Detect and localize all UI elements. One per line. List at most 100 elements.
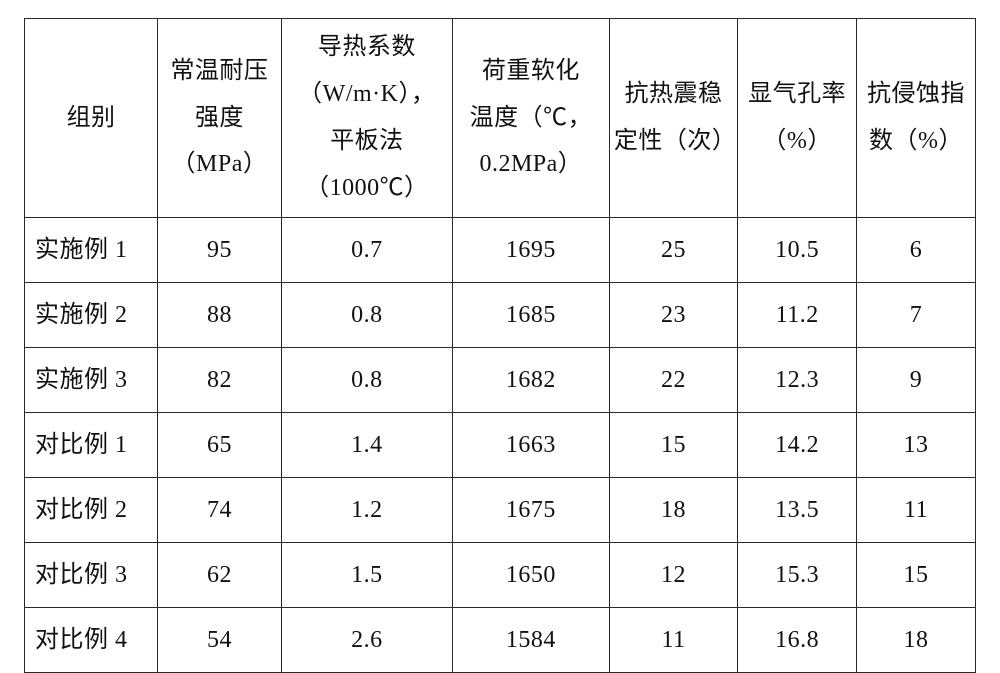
cell-value: 12 <box>661 562 686 588</box>
cell-erosion: 9 <box>857 348 976 413</box>
cell-erosion: 7 <box>857 283 976 348</box>
cell-group: 对比例 2 <box>25 478 158 543</box>
cell-value: 11.2 <box>776 302 819 328</box>
cell-shock: 15 <box>609 413 737 478</box>
cell-group: 实施例 2 <box>25 283 158 348</box>
cell-rul: 1650 <box>452 543 609 608</box>
column-header-ccs: 常温耐压强度（MPa） <box>158 19 282 218</box>
cell-value: 对比例 3 <box>35 562 128 588</box>
cell-porosity: 11.2 <box>738 283 857 348</box>
cell-ccs: 62 <box>158 543 282 608</box>
cell-value: 对比例 1 <box>35 432 128 458</box>
cell-value: 14.2 <box>775 432 819 458</box>
cell-value: 95 <box>207 237 232 263</box>
cell-ccs: 74 <box>158 478 282 543</box>
cell-thermal: 1.2 <box>281 478 452 543</box>
table-body: 组别常温耐压强度（MPa）导热系数（W/m·K），平板法（1000℃）荷重软化温… <box>25 19 976 673</box>
cell-group: 对比例 3 <box>25 543 158 608</box>
cell-value: 1.2 <box>351 497 383 523</box>
cell-porosity: 13.5 <box>738 478 857 543</box>
header-line: 抗侵蚀指 <box>867 81 965 107</box>
cell-value: 1675 <box>506 497 556 523</box>
cell-value: 对比例 2 <box>35 497 128 523</box>
cell-group: 对比例 1 <box>25 413 158 478</box>
header-line: 抗热震稳 <box>625 81 723 107</box>
table-row: 实施例 3 82 0.8 1682 22 12.3 9 <box>25 348 976 413</box>
cell-value: 实施例 3 <box>35 367 128 393</box>
cell-value: 11 <box>904 497 928 523</box>
header-line: （%） <box>762 128 832 154</box>
cell-value: 23 <box>661 302 686 328</box>
cell-ccs: 82 <box>158 348 282 413</box>
cell-group: 对比例 4 <box>25 608 158 673</box>
cell-value: 1663 <box>506 432 556 458</box>
column-header-shock: 抗热震稳定性（次） <box>609 19 737 218</box>
cell-value: 15 <box>661 432 686 458</box>
cell-value: 1650 <box>506 562 556 588</box>
cell-value: 15.3 <box>775 562 819 588</box>
cell-rul: 1675 <box>452 478 609 543</box>
header-line: 平板法 <box>330 128 404 154</box>
cell-group: 实施例 3 <box>25 348 158 413</box>
cell-porosity: 16.8 <box>738 608 857 673</box>
cell-value: 实施例 1 <box>35 237 128 263</box>
table-row: 对比例 4542.615841116.818 <box>25 608 976 673</box>
header-line: 数（%） <box>869 128 963 154</box>
table-row: 对比例 1 65 1.4 1663 15 14.2 13 <box>25 413 976 478</box>
column-header-erosion: 抗侵蚀指数（%） <box>857 19 976 218</box>
cell-shock: 23 <box>609 283 737 348</box>
cell-shock: 25 <box>609 218 737 283</box>
cell-erosion: 15 <box>857 543 976 608</box>
column-header-group: 组别 <box>25 19 158 218</box>
cell-value: 18 <box>904 627 929 653</box>
table-row: 实施例 2880.816852311.27 <box>25 283 976 348</box>
cell-rul: 1663 <box>452 413 609 478</box>
cell-value: 0.8 <box>351 302 383 328</box>
header-line: 0.2MPa） <box>479 151 582 177</box>
cell-value: 1682 <box>506 367 556 393</box>
cell-value: 10.5 <box>775 237 819 263</box>
cell-value: 1584 <box>506 627 556 653</box>
cell-porosity: 12.3 <box>738 348 857 413</box>
cell-value: 11 <box>661 627 685 653</box>
table-container: 组别常温耐压强度（MPa）导热系数（W/m·K），平板法（1000℃）荷重软化温… <box>0 0 1000 668</box>
header-line: 定性（次） <box>614 128 737 154</box>
header-line: （MPa） <box>172 151 268 177</box>
cell-value: 12.3 <box>775 367 819 393</box>
cell-erosion: 13 <box>857 413 976 478</box>
cell-shock: 18 <box>609 478 737 543</box>
cell-value: 实施例 2 <box>35 302 128 328</box>
cell-value: 18 <box>661 497 686 523</box>
header-line: 荷重软化 <box>482 58 580 84</box>
cell-thermal: 0.8 <box>281 283 452 348</box>
header-line: 组别 <box>67 105 116 131</box>
cell-shock: 11 <box>609 608 737 673</box>
cell-value: 0.7 <box>351 237 383 263</box>
cell-porosity: 14.2 <box>738 413 857 478</box>
cell-value: 2.6 <box>351 627 383 653</box>
column-header-thermal: 导热系数（W/m·K），平板法（1000℃） <box>281 19 452 218</box>
header-line: （W/m·K）， <box>298 81 435 107</box>
cell-value: 7 <box>910 302 923 328</box>
cell-value: 82 <box>207 367 232 393</box>
cell-value: 1.4 <box>351 432 383 458</box>
cell-shock: 12 <box>609 543 737 608</box>
table-row: 对比例 2 74 1.2 1675 18 13.5 11 <box>25 478 976 543</box>
cell-erosion: 6 <box>857 218 976 283</box>
header-line: 导热系数 <box>318 34 416 60</box>
cell-erosion: 11 <box>857 478 976 543</box>
cell-value: 22 <box>661 367 686 393</box>
cell-value: 9 <box>910 367 923 393</box>
cell-thermal: 0.8 <box>281 348 452 413</box>
cell-value: 13 <box>904 432 929 458</box>
cell-rul: 1584 <box>452 608 609 673</box>
table-header-row: 组别常温耐压强度（MPa）导热系数（W/m·K），平板法（1000℃）荷重软化温… <box>25 19 976 218</box>
cell-shock: 22 <box>609 348 737 413</box>
cell-value: 25 <box>661 237 686 263</box>
header-line: 温度（℃， <box>470 105 593 131</box>
cell-rul: 1682 <box>452 348 609 413</box>
data-table: 组别常温耐压强度（MPa）导热系数（W/m·K），平板法（1000℃）荷重软化温… <box>24 18 976 673</box>
column-header-rul: 荷重软化温度（℃， 0.2MPa） <box>452 19 609 218</box>
cell-value: 65 <box>207 432 232 458</box>
cell-rul: 1685 <box>452 283 609 348</box>
